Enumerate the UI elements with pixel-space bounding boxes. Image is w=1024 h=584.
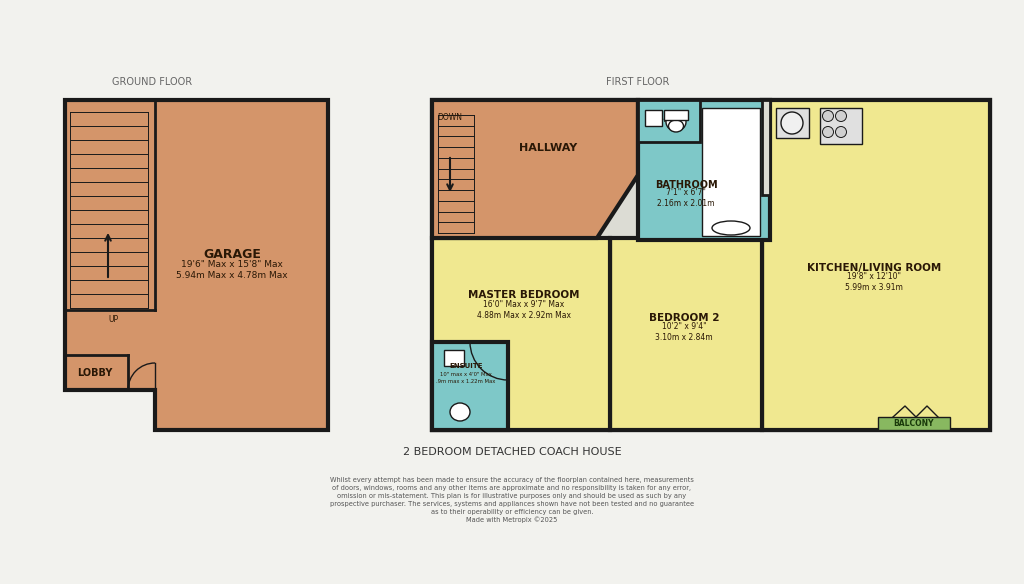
Polygon shape	[65, 100, 328, 430]
Bar	[610, 238, 762, 430]
Text: ENSUITE: ENSUITE	[450, 363, 482, 369]
Bar	[444, 350, 464, 366]
Bar	[432, 100, 990, 430]
Text: MASTER BEDROOM: MASTER BEDROOM	[468, 290, 580, 300]
Circle shape	[781, 112, 803, 134]
Circle shape	[836, 127, 847, 137]
Text: LOBBY: LOBBY	[78, 368, 113, 378]
Ellipse shape	[712, 221, 750, 235]
Text: 7'1" x 6'7"
2.16m x 2.01m: 7'1" x 6'7" 2.16m x 2.01m	[657, 187, 715, 208]
Text: 2 BEDROOM DETACHED COACH HOUSE: 2 BEDROOM DETACHED COACH HOUSE	[402, 447, 622, 457]
Ellipse shape	[450, 403, 470, 421]
Bar	[432, 342, 508, 430]
Text: 10'2" x 9'4"
3.10m x 2.84m: 10'2" x 9'4" 3.10m x 2.84m	[655, 322, 713, 342]
Bar	[762, 100, 990, 430]
Text: BALCONY: BALCONY	[894, 419, 934, 429]
Text: DOWN: DOWN	[437, 113, 463, 123]
Bar	[645, 110, 662, 126]
Bar	[878, 417, 950, 430]
Bar	[820, 108, 862, 144]
Text: HALLWAY: HALLWAY	[519, 143, 578, 153]
Text: GARAGE: GARAGE	[203, 249, 261, 262]
Text: KITCHEN/LIVING ROOM: KITCHEN/LIVING ROOM	[807, 263, 941, 273]
Text: BATHROOM: BATHROOM	[654, 180, 718, 190]
Text: 19'6" Max x 15'8" Max
5.94m Max x 4.78m Max: 19'6" Max x 15'8" Max 5.94m Max x 4.78m …	[176, 260, 288, 280]
Text: FIRST FLOOR: FIRST FLOOR	[606, 77, 670, 87]
Bar	[702, 108, 760, 236]
Ellipse shape	[669, 120, 683, 132]
Bar	[776, 108, 809, 138]
Circle shape	[822, 110, 834, 121]
Bar	[664, 110, 688, 120]
Ellipse shape	[666, 113, 686, 131]
Text: 19'8" x 12'10"
5.99m x 3.91m: 19'8" x 12'10" 5.99m x 3.91m	[845, 272, 903, 293]
Circle shape	[822, 127, 834, 137]
Bar	[638, 100, 700, 142]
Polygon shape	[432, 100, 638, 238]
Bar	[432, 238, 610, 430]
Text: 16'0" Max x 9'7" Max
4.88m Max x 2.92m Max: 16'0" Max x 9'7" Max 4.88m Max x 2.92m M…	[477, 300, 571, 321]
Text: CUPBOARD: CUPBOARD	[651, 119, 686, 123]
Text: UP: UP	[108, 315, 118, 325]
Text: GROUND FLOOR: GROUND FLOOR	[112, 77, 193, 87]
Circle shape	[836, 110, 847, 121]
Text: Whilst every attempt has been made to ensure the accuracy of the floorplan conta: Whilst every attempt has been made to en…	[330, 477, 694, 523]
Bar	[762, 100, 770, 195]
Bar	[638, 100, 770, 240]
Text: BEDROOM 2: BEDROOM 2	[649, 313, 719, 323]
Text: 10" max x 4'0" Max
.9m max x 1.22m Max: 10" max x 4'0" Max .9m max x 1.22m Max	[436, 372, 496, 384]
